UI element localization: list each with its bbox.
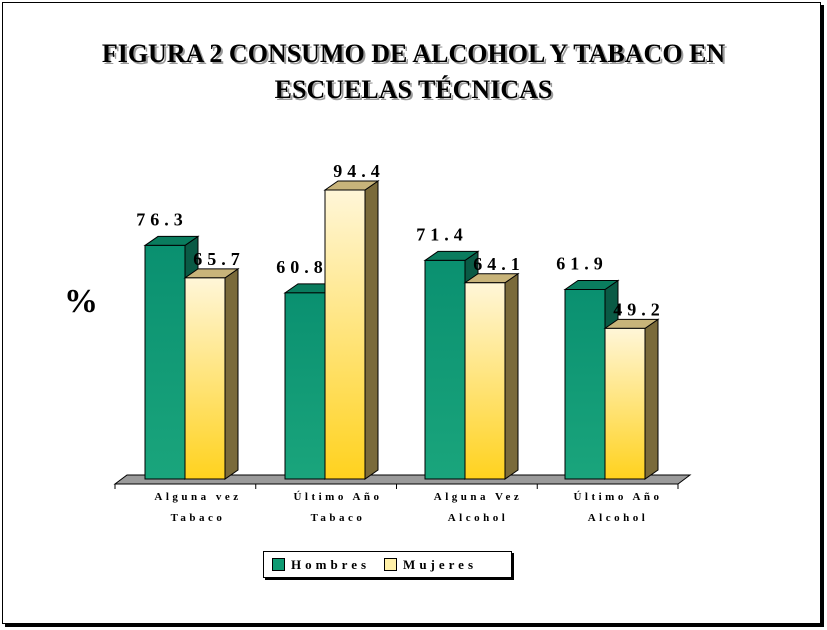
chart-floor: [113, 474, 692, 489]
legend-swatch-mujeres: [384, 558, 398, 571]
chart-title: FIGURA 2 CONSUMO DE ALCOHOL Y TABACO EN …: [0, 36, 827, 108]
bar-side-mujeres-0: [224, 267, 239, 480]
bar-front-mujeres-2: [464, 282, 506, 480]
legend-swatch-hombres: [272, 558, 285, 571]
data-label-hombres-1: 60.8: [276, 257, 328, 277]
bar-front-mujeres-1: [324, 189, 366, 480]
bar-mujeres-3: [603, 318, 660, 480]
bar-front-hombres-1: [284, 292, 326, 480]
bar-front-mujeres-0: [184, 277, 226, 480]
chart-title-line-1: FIGURA 2 CONSUMO DE ALCOHOL Y TABACO EN: [101, 39, 726, 68]
data-labels-group: 76.365.7 60.8 94.4 71.464.1 61.9 49.2: [136, 161, 665, 319]
bar-mujeres-1: [323, 180, 380, 480]
legend-item-mujeres: Mujeres: [384, 557, 477, 573]
chart-frame: [2, 2, 821, 624]
data-label-hombres-3: 61.9: [556, 253, 608, 273]
y-axis-label: %: [64, 283, 98, 320]
bars-group: [143, 180, 660, 480]
data-label-mujeres-0: 65.7: [193, 249, 245, 269]
legend-label-hombres: Hombres: [291, 556, 371, 572]
x-tick-label-1-line-1: Tabaco: [311, 512, 366, 524]
x-tick-label-2-line-1: Alcohol: [448, 512, 509, 524]
legend: Hombres Mujeres: [263, 551, 512, 578]
legend-label-mujeres: Mujeres: [403, 556, 478, 572]
chart-floor-plane: [113, 474, 692, 485]
bar-front-hombres-3: [564, 288, 606, 480]
data-label-mujeres-1: 94.4: [333, 161, 385, 181]
chart-title-line-2: ESCUELAS TÉCNICAS: [274, 75, 553, 104]
bar-side-mujeres-1: [364, 180, 379, 480]
x-tick-label-3-line-1: Alcohol: [588, 512, 649, 524]
data-label-mujeres-2: 64.1: [473, 254, 525, 274]
bar-front-hombres-2: [424, 259, 466, 480]
legend-item-hombres: Hombres: [272, 557, 370, 573]
x-tick-label-2-line-0: Alguna Vez: [434, 491, 523, 503]
x-tick-label-1-line-0: Último Año: [293, 491, 382, 503]
data-label-mujeres-3: 49.2: [613, 299, 665, 319]
bar-mujeres-2: [463, 272, 520, 480]
bar-side-mujeres-3: [644, 318, 659, 480]
bar-side-mujeres-2: [504, 272, 519, 480]
data-label-hombres-2: 71.4: [416, 224, 468, 244]
x-tick-label-3-line-0: Último Año: [573, 491, 662, 503]
bar-mujeres-0: [183, 267, 240, 480]
bar-front-hombres-0: [144, 244, 186, 480]
x-tick-label-0-line-1: Tabaco: [171, 512, 226, 524]
data-label-hombres-0: 76.3: [136, 209, 188, 229]
x-tick-label-0-line-0: Alguna vez: [154, 491, 241, 503]
bar-front-mujeres-3: [604, 327, 646, 480]
x-tick-labels-group: Alguna vez Tabaco Último Año Tabaco Alguna V…: [154, 491, 662, 524]
